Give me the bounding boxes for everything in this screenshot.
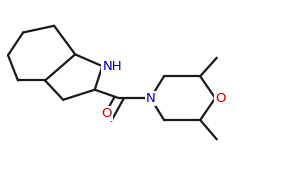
Text: O: O [215,92,226,105]
Text: N: N [146,92,155,105]
Text: O: O [102,107,112,120]
Text: NH: NH [102,60,122,73]
